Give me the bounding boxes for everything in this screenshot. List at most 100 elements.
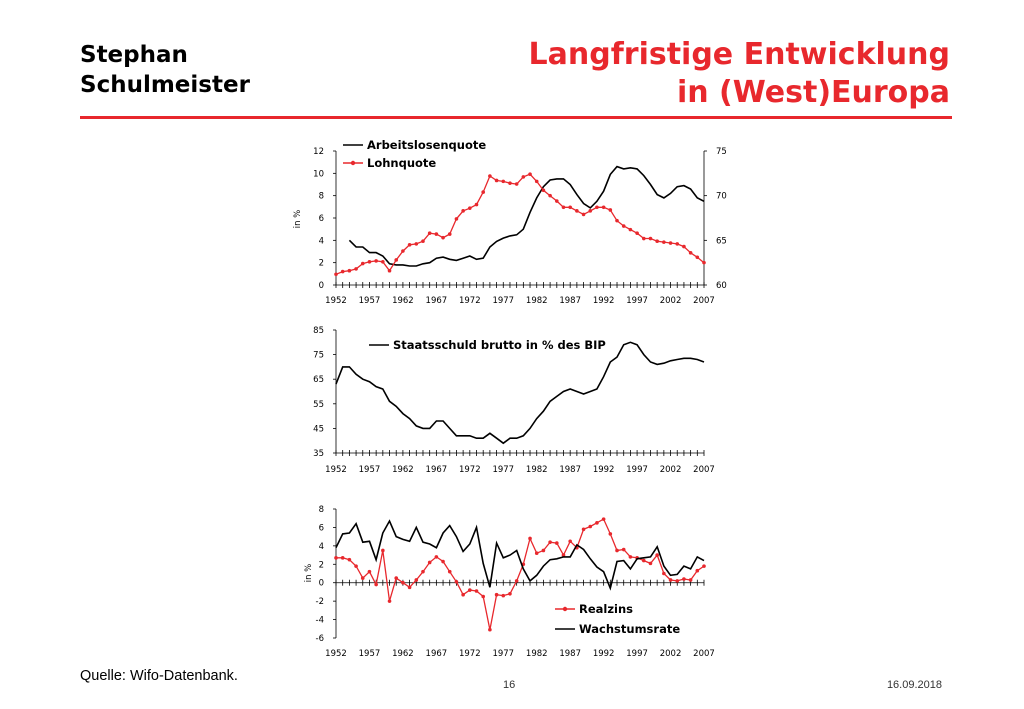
data-point (347, 268, 352, 273)
x-tick-label: 2002 (660, 296, 682, 306)
data-point (662, 240, 666, 244)
y-tick-label-left: 0 (319, 579, 324, 589)
legend-label: Staatsschuld brutto in % des BIP (393, 338, 606, 352)
x-tick-label: 1952 (325, 465, 347, 475)
chart-real-interest-growth: -6 -4 -2 0 2 4 6 8 1952 1957 1962 1967 1972 1977 1982 1… (304, 505, 715, 659)
y-tick-label-left: 2 (319, 259, 324, 269)
data-point (488, 174, 492, 178)
x-tick-label: 1962 (392, 649, 414, 659)
data-point (601, 205, 606, 210)
x-tick-label: 1967 (426, 296, 448, 306)
y-tick-label-left: 35 (313, 449, 324, 459)
data-point (468, 588, 472, 592)
x-tick-label: 1997 (626, 465, 648, 475)
data-point (521, 175, 526, 179)
data-point (340, 556, 345, 560)
data-point (682, 577, 686, 581)
x-tick-label: 1997 (626, 296, 648, 306)
x-tick-label: 2007 (693, 649, 715, 659)
legend-label: Lohnquote (367, 156, 436, 170)
data-point (702, 260, 706, 265)
data-point (534, 179, 539, 184)
y-tick-label-left: 10 (313, 169, 324, 179)
data-point (508, 181, 512, 185)
data-point (360, 576, 365, 580)
data-point (387, 599, 392, 603)
x-tick-label: 1952 (325, 649, 347, 659)
data-point (534, 551, 539, 556)
data-point (508, 591, 512, 596)
data-point (414, 242, 419, 246)
data-point (427, 560, 432, 565)
x-tick-label: 1967 (426, 649, 448, 659)
series-line-arbeitslosenquote (348, 165, 705, 267)
data-point (682, 244, 686, 249)
x-tick-label: 2007 (693, 465, 715, 475)
title-divider (80, 116, 952, 119)
series-line-lohnquote (335, 173, 705, 275)
y-tick-label-left: -2 (316, 597, 324, 607)
data-point (427, 231, 432, 235)
data-point (461, 592, 465, 597)
data-point (662, 571, 666, 576)
data-point (494, 178, 499, 183)
data-point (494, 592, 499, 597)
data-point (441, 235, 445, 240)
data-point (407, 585, 412, 590)
x-tick-label: 2007 (693, 296, 715, 306)
legend-label: Wachstumsrate (579, 622, 680, 636)
data-point (481, 594, 486, 599)
data-point (561, 205, 566, 210)
data-point (474, 589, 479, 593)
x-tick-label: 1992 (593, 465, 615, 475)
data-point (668, 241, 673, 245)
x-tick-label: 1972 (459, 649, 481, 659)
data-point (421, 569, 425, 574)
data-point (394, 258, 399, 262)
data-point (608, 532, 613, 536)
x-tick-label: 1987 (559, 649, 581, 659)
x-tick-label: 1972 (459, 296, 481, 306)
data-point (360, 261, 365, 266)
y-tick-label-right: 75 (716, 147, 727, 157)
data-point (441, 559, 445, 564)
author-first-name: Stephan (80, 42, 188, 68)
x-tick-label: 1977 (492, 649, 514, 659)
x-tick-label: 1962 (392, 465, 414, 475)
slide-date: 16.09.2018 (886, 679, 942, 691)
author-last-name: Schulmeister (80, 72, 250, 98)
data-point (401, 249, 405, 253)
data-point (340, 269, 345, 274)
data-point (334, 272, 338, 277)
data-point (447, 569, 452, 574)
y-tick-label-left: 4 (319, 236, 324, 246)
data-point (387, 268, 392, 273)
series-line-wachstumsrate (335, 519, 705, 591)
data-point (514, 182, 519, 186)
author-name: Stephan Schulmeister (80, 40, 320, 100)
data-point (581, 527, 586, 532)
data-point (414, 578, 419, 582)
y-tick-label-left: 75 (313, 351, 324, 361)
legend-label: Realzins (579, 602, 633, 616)
data-point (501, 179, 506, 184)
data-point (688, 251, 693, 255)
data-point (675, 242, 680, 246)
data-point (641, 558, 646, 563)
data-point (488, 627, 492, 632)
data-point (568, 539, 572, 544)
data-point (635, 231, 639, 235)
x-tick-label: 1972 (459, 465, 481, 475)
data-point (608, 208, 613, 212)
data-point (381, 548, 385, 553)
data-point (568, 205, 572, 210)
data-point (641, 236, 646, 241)
x-tick-label: 1987 (559, 465, 581, 475)
y-tick-label-left: 0 (319, 281, 324, 291)
y-tick-label-right: 70 (716, 192, 727, 202)
data-point (374, 259, 378, 263)
data-point (548, 540, 552, 544)
data-point (648, 236, 653, 241)
y-axis-label: in % (293, 210, 303, 229)
data-point (447, 232, 452, 236)
